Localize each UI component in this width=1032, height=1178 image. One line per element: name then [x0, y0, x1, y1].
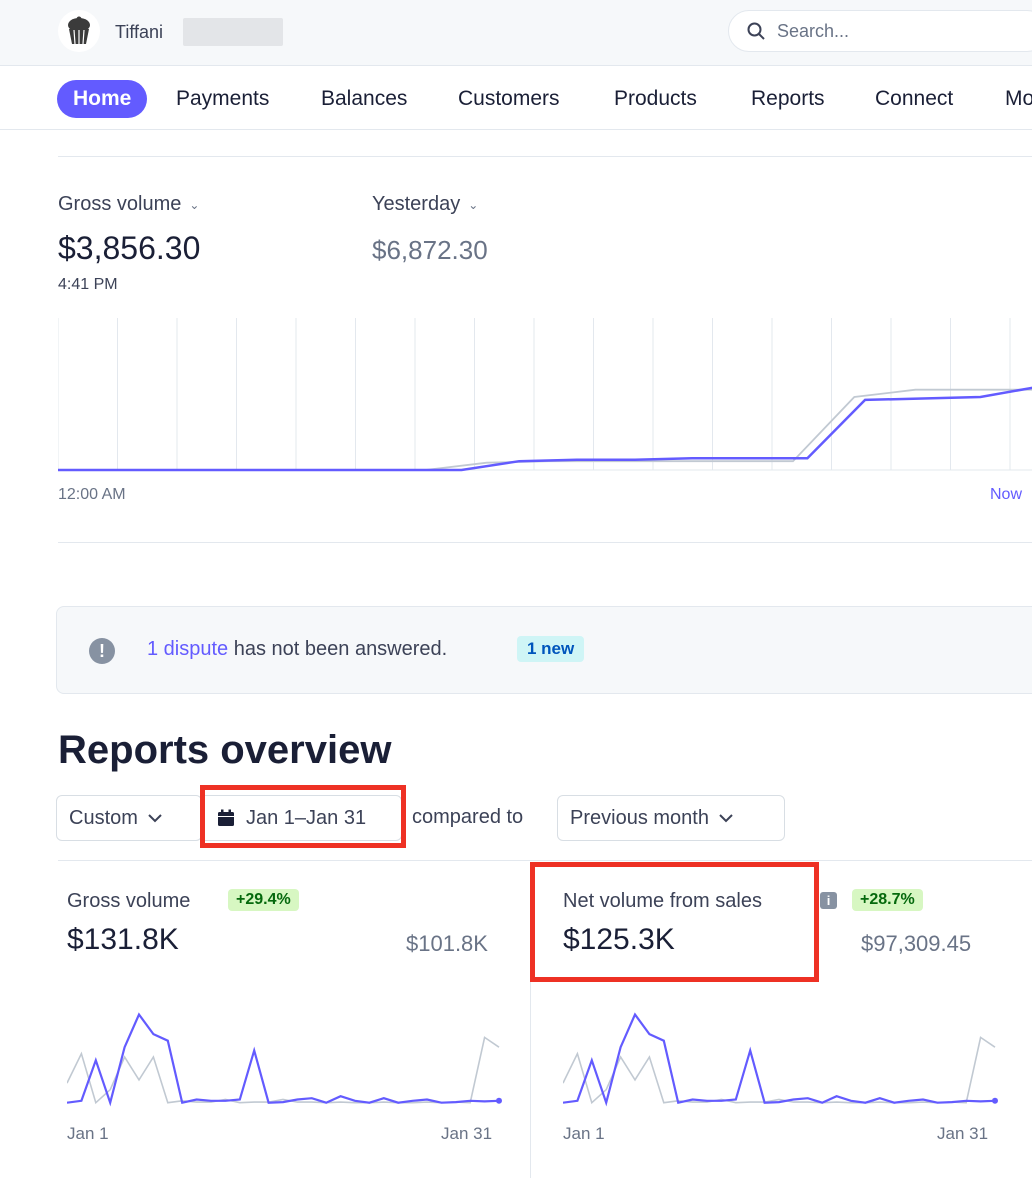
- dispute-message-text: has not been answered.: [228, 638, 448, 660]
- chevron-down-icon: [148, 814, 162, 823]
- net-volume-card-title[interactable]: Net volume from sales: [563, 890, 762, 912]
- compare-selector-label: Previous month: [570, 806, 709, 829]
- nav-more[interactable]: Mo: [1005, 87, 1032, 110]
- series-line-yesterday: [58, 388, 1032, 471]
- nav-products[interactable]: Products: [614, 87, 697, 110]
- chart-x-start-label: 12:00 AM: [58, 486, 126, 503]
- gross-volume-x-start: Jan 1: [67, 1124, 109, 1143]
- series-end-point: [496, 1097, 502, 1104]
- today-time: 4:41 PM: [58, 276, 118, 293]
- today-gross-volume: $3,856.30: [58, 230, 201, 266]
- account-logo[interactable]: [58, 10, 100, 52]
- account-name[interactable]: Tiffani: [115, 22, 164, 42]
- gross-volume-label: Gross volume: [58, 193, 182, 215]
- date-range-picker[interactable]: Jan 1–Jan 31: [204, 795, 402, 841]
- dispute-link[interactable]: 1 dispute: [147, 638, 229, 660]
- net-volume-x-end: Jan 31: [937, 1124, 989, 1143]
- compare-period-selector[interactable]: Yesterday ⌄: [372, 193, 478, 216]
- section-divider: [58, 860, 1032, 861]
- yesterday-gross-volume: $6,872.30: [372, 235, 488, 265]
- card-divider: [530, 862, 531, 1178]
- series-line-current: [563, 1012, 996, 1107]
- series-end-point: [992, 1097, 998, 1104]
- redacted-account-name: [183, 18, 283, 46]
- range-selector-label: Custom: [69, 806, 138, 829]
- highlight-annotation: [530, 862, 819, 982]
- nav-balances[interactable]: Balances: [321, 87, 408, 110]
- net-volume-value: $125.3K: [563, 923, 675, 956]
- net-volume-previous: $97,309.45: [861, 931, 972, 956]
- gross-volume-card-title[interactable]: Gross volume: [67, 890, 191, 912]
- highlight-annotation: [200, 785, 406, 848]
- nav-reports[interactable]: Reports: [751, 87, 825, 110]
- chevron-down-icon: ⌄: [468, 197, 479, 212]
- gross-volume-value: $131.8K: [67, 923, 179, 956]
- compared-to-label: compared to: [412, 806, 524, 828]
- net-volume-sparkline[interactable]: [563, 1002, 999, 1114]
- date-range-label: Jan 1–Jan 31: [246, 806, 367, 829]
- series-line-previous: [67, 1036, 500, 1105]
- nav-connect[interactable]: Connect: [875, 87, 954, 110]
- search-input[interactable]: [777, 20, 997, 42]
- net-volume-change-badge: +28.7%: [852, 889, 923, 911]
- search-box[interactable]: [728, 10, 1032, 52]
- gross-volume-selector[interactable]: Gross volume ⌄: [58, 193, 199, 216]
- gross-volume-sparkline[interactable]: [67, 1002, 503, 1114]
- gross-volume-x-end: Jan 31: [441, 1124, 493, 1143]
- section-divider: [58, 156, 1032, 157]
- new-badge: 1 new: [517, 636, 585, 662]
- dispute-message: 1 dispute has not been answered.: [147, 638, 447, 661]
- top-bar: Tiffani: [0, 0, 1032, 66]
- net-volume-x-start: Jan 1: [563, 1124, 605, 1143]
- gross-volume-change-badge: +29.4%: [228, 889, 299, 911]
- nav-home[interactable]: Home: [57, 80, 148, 118]
- nav-payments[interactable]: Payments: [176, 87, 270, 110]
- compare-period-label: Yesterday: [372, 193, 461, 215]
- series-line-previous: [563, 1036, 996, 1105]
- reports-overview-title: Reports overview: [58, 728, 392, 772]
- today-volume-chart[interactable]: [58, 318, 1032, 476]
- main-nav: Home Payments Balances Customers Product…: [0, 66, 1032, 130]
- compare-selector[interactable]: Previous month: [557, 795, 785, 841]
- dispute-banner: ! 1 dispute has not been answered. 1 new: [56, 606, 1032, 694]
- search-icon: [747, 22, 765, 40]
- nav-customers[interactable]: Customers: [458, 87, 560, 110]
- range-selector[interactable]: Custom: [56, 795, 202, 841]
- gross-volume-previous: $101.8K: [406, 931, 488, 956]
- series-line-current: [67, 1012, 500, 1107]
- alert-icon: !: [89, 638, 115, 664]
- chevron-down-icon: [719, 814, 733, 823]
- chevron-down-icon: ⌄: [189, 197, 200, 212]
- series-line-today: [58, 386, 1032, 472]
- info-icon[interactable]: i: [820, 892, 837, 909]
- calendar-icon: [218, 809, 234, 826]
- section-divider: [58, 542, 1032, 543]
- cupcake-icon: [68, 16, 90, 45]
- chart-x-end-label: Now: [990, 486, 1023, 503]
